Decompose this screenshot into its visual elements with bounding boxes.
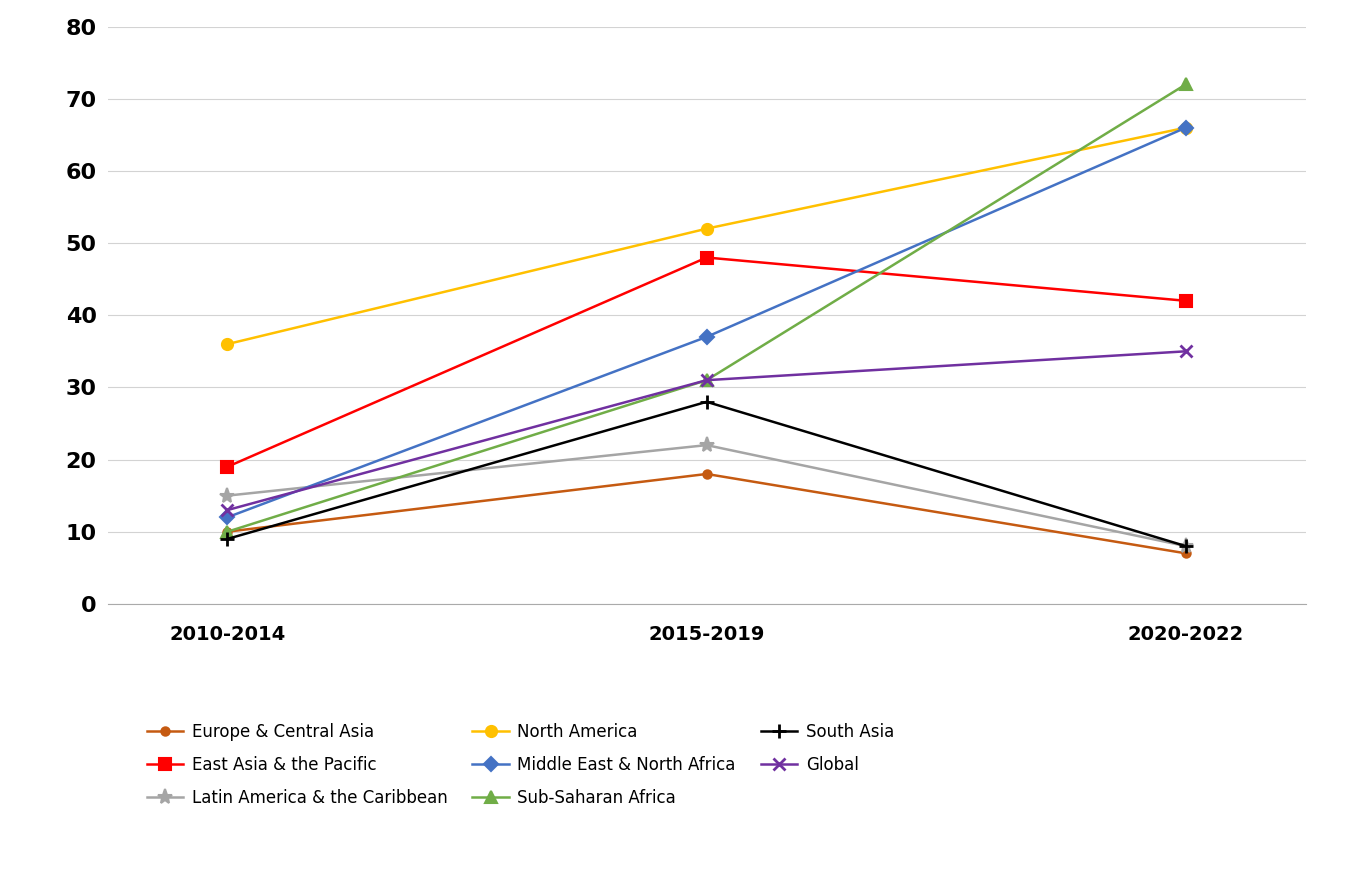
Sub-Saharan Africa bbox=[699, 375, 715, 385]
Europe & Central Asia bbox=[1178, 548, 1194, 559]
Line: South Asia: South Asia bbox=[221, 395, 1193, 553]
North America bbox=[1178, 123, 1194, 133]
Line: North America: North America bbox=[222, 122, 1191, 350]
East Asia & the Pacific bbox=[699, 252, 715, 263]
Legend: Europe & Central Asia, East Asia & the Pacific, Latin America & the Caribbean, N: Europe & Central Asia, East Asia & the P… bbox=[140, 716, 900, 813]
Latin America & the Caribbean bbox=[1178, 541, 1194, 551]
North America bbox=[219, 339, 236, 350]
Line: Middle East & North Africa: Middle East & North Africa bbox=[222, 123, 1191, 522]
South Asia bbox=[699, 396, 715, 407]
South Asia bbox=[1178, 541, 1194, 551]
Middle East & North Africa bbox=[699, 331, 715, 342]
Europe & Central Asia bbox=[219, 527, 236, 537]
Europe & Central Asia bbox=[699, 469, 715, 480]
Latin America & the Caribbean bbox=[699, 440, 715, 450]
Middle East & North Africa bbox=[219, 511, 236, 522]
East Asia & the Pacific bbox=[1178, 296, 1194, 306]
North America bbox=[699, 223, 715, 234]
Line: Europe & Central Asia: Europe & Central Asia bbox=[223, 470, 1190, 558]
Global bbox=[219, 504, 236, 515]
Global bbox=[1178, 346, 1194, 357]
Latin America & the Caribbean bbox=[219, 490, 236, 501]
Middle East & North Africa bbox=[1178, 123, 1194, 133]
Sub-Saharan Africa bbox=[1178, 79, 1194, 90]
Line: Sub-Saharan Africa: Sub-Saharan Africa bbox=[221, 78, 1193, 538]
Line: Latin America & the Caribbean: Latin America & the Caribbean bbox=[219, 438, 1194, 554]
Line: Global: Global bbox=[221, 345, 1193, 516]
Sub-Saharan Africa bbox=[219, 527, 236, 537]
South Asia bbox=[219, 534, 236, 544]
Line: East Asia & the Pacific: East Asia & the Pacific bbox=[222, 252, 1191, 472]
Global bbox=[699, 375, 715, 385]
East Asia & the Pacific bbox=[219, 462, 236, 472]
